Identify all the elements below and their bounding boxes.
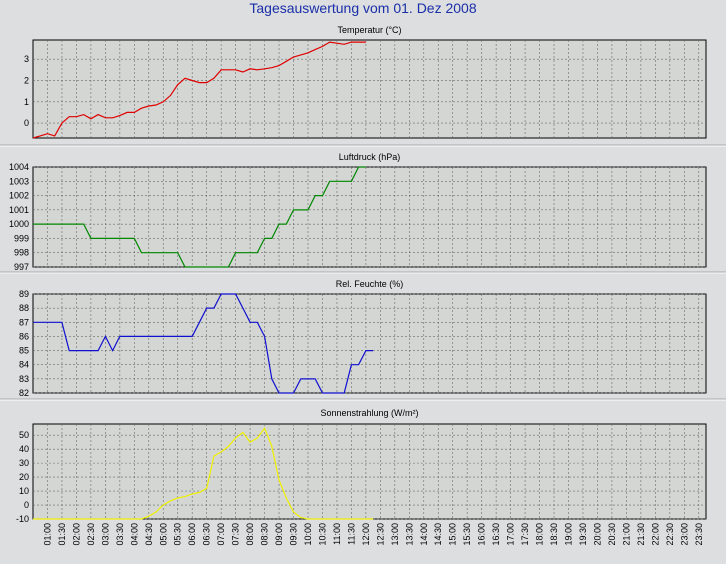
y-tick-label: 2 xyxy=(24,75,29,85)
x-tick-label: 06:30 xyxy=(202,523,212,546)
panel-title: Luftdruck (hPa) xyxy=(339,152,401,162)
x-tick-label: 19:00 xyxy=(564,523,574,546)
x-tick-label: 23:30 xyxy=(694,523,704,546)
series-line xyxy=(32,41,366,139)
x-tick-label: 06:00 xyxy=(187,523,197,546)
x-tick-label: 08:30 xyxy=(260,523,270,546)
y-tick-label: 0 xyxy=(24,118,29,128)
x-tick-label: 18:00 xyxy=(535,523,545,546)
y-tick-label: 87 xyxy=(19,317,29,327)
x-tick-label: 17:30 xyxy=(520,523,530,546)
plot-area xyxy=(32,166,707,268)
x-tick-label: 03:00 xyxy=(100,523,110,546)
x-tick-label: 07:30 xyxy=(231,523,241,546)
x-tick-label: 21:30 xyxy=(636,523,646,546)
y-tick-label: 40 xyxy=(19,444,29,454)
x-tick-label: 01:00 xyxy=(42,523,52,546)
x-tick-label: 17:00 xyxy=(506,523,516,546)
x-tick-label: 08:00 xyxy=(245,523,255,546)
y-tick-label: -10 xyxy=(16,514,29,524)
y-tick-label: 1000 xyxy=(9,219,29,229)
series-line xyxy=(33,426,374,520)
panel-title: Temperatur (°C) xyxy=(337,25,401,35)
x-tick-label: 04:30 xyxy=(144,523,154,546)
y-tick-label: 50 xyxy=(19,430,29,440)
x-tick-label: 22:30 xyxy=(665,523,675,546)
y-tick-label: 89 xyxy=(19,289,29,299)
y-tick-label: 82 xyxy=(19,388,29,398)
x-tick-label: 14:30 xyxy=(433,523,443,546)
x-tick-label: 16:00 xyxy=(477,523,487,546)
y-tick-label: 83 xyxy=(19,374,29,384)
x-tick-label: 11:00 xyxy=(332,523,342,545)
x-tick-label: 15:00 xyxy=(448,523,458,546)
plot-area xyxy=(32,293,707,394)
x-tick-label: 20:00 xyxy=(592,523,602,546)
x-tick-label: 01:30 xyxy=(57,523,67,546)
series-line xyxy=(33,166,366,268)
y-tick-label: 1002 xyxy=(9,191,29,201)
panel-title: Rel. Feuchte (%) xyxy=(336,279,404,289)
series-line xyxy=(33,293,374,394)
x-tick-label: 13:30 xyxy=(404,523,414,546)
x-tick-label: 10:30 xyxy=(317,523,327,546)
y-tick-label: 998 xyxy=(14,248,29,258)
x-tick-label: 23:00 xyxy=(679,523,689,546)
x-tick-label: 02:00 xyxy=(71,523,81,546)
plot-area xyxy=(32,39,707,139)
x-tick-label: 15:30 xyxy=(462,523,472,546)
x-tick-label: 09:30 xyxy=(289,523,299,546)
y-tick-label: 85 xyxy=(19,346,29,356)
y-tick-label: 10 xyxy=(19,486,29,496)
x-tick-label: 22:00 xyxy=(650,523,660,546)
x-tick-label: 02:30 xyxy=(86,523,96,546)
y-tick-label: 997 xyxy=(14,262,29,272)
plot-area xyxy=(32,423,707,520)
x-tick-label: 12:00 xyxy=(361,523,371,546)
y-tick-label: 1001 xyxy=(9,205,29,215)
y-tick-label: 3 xyxy=(24,54,29,64)
y-tick-label: 999 xyxy=(14,233,29,243)
y-tick-label: 20 xyxy=(19,472,29,482)
x-tick-label: 14:00 xyxy=(419,523,429,546)
x-tick-label: 21:00 xyxy=(621,523,631,546)
x-tick-label: 20:30 xyxy=(607,523,617,546)
x-tick-label: 12:30 xyxy=(375,523,385,546)
panel-title: Sonnenstrahlung (W/m²) xyxy=(320,408,418,418)
y-tick-label: 1 xyxy=(24,97,29,107)
y-tick-label: 84 xyxy=(19,360,29,370)
x-tick-label: 18:30 xyxy=(549,523,559,546)
x-tick-label: 11:30 xyxy=(346,523,356,545)
x-tick-label: 09:00 xyxy=(274,523,284,546)
x-tick-label: 03:30 xyxy=(115,523,125,546)
x-tick-label: 04:00 xyxy=(129,523,139,546)
y-tick-label: 0 xyxy=(24,500,29,510)
y-tick-label: 1003 xyxy=(9,176,29,186)
x-tick-label: 13:00 xyxy=(390,523,400,546)
y-tick-label: 88 xyxy=(19,303,29,313)
x-tick-label: 07:00 xyxy=(216,523,226,546)
y-tick-label: 86 xyxy=(19,331,29,341)
x-tick-label: 05:00 xyxy=(158,523,168,546)
x-tick-label: 05:30 xyxy=(173,523,183,546)
page-title: Tagesauswertung vom 01. Dez 2008 xyxy=(249,0,477,16)
x-tick-label: 16:30 xyxy=(491,523,501,546)
y-tick-label: 1004 xyxy=(9,162,29,172)
x-tick-label: 19:30 xyxy=(578,523,588,546)
x-tick-label: 10:00 xyxy=(303,523,313,546)
y-tick-label: 30 xyxy=(19,458,29,468)
